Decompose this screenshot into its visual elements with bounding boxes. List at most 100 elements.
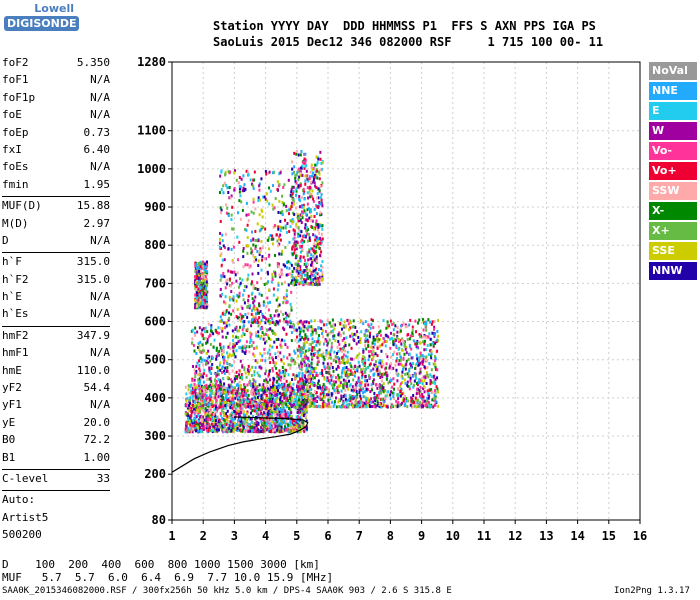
- echo-point: [267, 317, 270, 321]
- echo-point: [247, 219, 250, 223]
- echo-point: [260, 226, 263, 230]
- echo-point: [421, 335, 424, 339]
- param-name: yF2: [2, 381, 22, 395]
- echo-point: [358, 352, 361, 356]
- echo-point: [219, 315, 222, 319]
- echo-point: [248, 265, 251, 269]
- echo-point: [434, 391, 437, 395]
- echo-point: [274, 429, 277, 433]
- echo-point: [198, 373, 201, 377]
- echo-point: [300, 410, 303, 414]
- echo-point: [344, 343, 347, 347]
- echo-point: [270, 388, 273, 392]
- echo-point: [186, 412, 189, 416]
- echo-point: [266, 380, 269, 384]
- echo-point: [337, 377, 340, 381]
- echo-point: [318, 340, 321, 344]
- echo-point: [389, 337, 392, 341]
- echo-point: [238, 240, 241, 244]
- echo-point: [402, 357, 405, 361]
- echo-point: [269, 300, 272, 304]
- echo-point: [191, 379, 194, 383]
- echo-point: [266, 384, 269, 388]
- echo-point: [221, 233, 224, 237]
- echo-point: [338, 398, 341, 402]
- echo-point: [424, 348, 427, 352]
- echo-point: [309, 170, 312, 174]
- echo-point: [269, 361, 272, 365]
- echo-point: [266, 301, 269, 305]
- echo-point: [353, 332, 356, 336]
- param-row: foF1 N/A: [2, 73, 110, 90]
- echo-point: [282, 263, 285, 267]
- echo-point: [253, 308, 256, 312]
- echo-point: [344, 354, 347, 358]
- echo-point: [247, 273, 250, 277]
- echo-point: [371, 405, 374, 409]
- echo-point: [426, 396, 429, 400]
- echo-point: [195, 351, 198, 355]
- echo-point: [272, 170, 275, 174]
- echo-point: [367, 329, 370, 333]
- echo-point: [339, 334, 342, 338]
- echo-point: [249, 406, 252, 410]
- echo-point: [315, 373, 318, 377]
- echo-point: [279, 229, 282, 233]
- echo-point: [364, 384, 367, 388]
- echo-point: [186, 429, 189, 433]
- echo-point: [226, 366, 229, 370]
- x-tick-label: 9: [418, 529, 425, 543]
- echo-point: [205, 414, 208, 418]
- param-name: C-level: [2, 471, 49, 485]
- echo-point: [325, 379, 328, 383]
- echo-point: [431, 331, 434, 335]
- echo-point: [258, 365, 261, 369]
- echo-point: [278, 199, 281, 203]
- echo-point: [222, 414, 225, 418]
- echo-point: [348, 402, 351, 406]
- echo-point: [287, 320, 290, 324]
- echo-point: [280, 415, 283, 419]
- echo-point: [321, 161, 324, 165]
- echo-point: [250, 324, 253, 328]
- echo-point: [245, 340, 248, 344]
- echo-point: [321, 388, 324, 392]
- echo-point: [372, 338, 375, 342]
- echo-point: [238, 387, 241, 391]
- echo-point: [268, 372, 271, 376]
- echo-point: [292, 358, 295, 362]
- echo-point: [280, 419, 283, 423]
- echo-point: [201, 408, 204, 412]
- echo-point: [294, 401, 297, 405]
- echo-point: [416, 398, 419, 402]
- echo-point: [421, 340, 424, 344]
- echo-point: [424, 404, 427, 408]
- echo-point: [208, 366, 211, 370]
- echo-point: [200, 424, 203, 428]
- echo-point: [263, 421, 266, 425]
- echo-point: [219, 174, 222, 178]
- echo-point: [427, 335, 430, 339]
- echo-point: [307, 232, 310, 236]
- y-tick-label: 1000: [137, 162, 166, 176]
- echo-point: [381, 375, 384, 379]
- echo-point: [278, 319, 281, 323]
- echo-point: [241, 428, 244, 432]
- echo-point: [402, 339, 405, 343]
- echo-point: [200, 400, 203, 404]
- echo-point: [316, 395, 319, 399]
- echo-point: [246, 327, 249, 331]
- echo-point: [209, 414, 212, 418]
- echo-point: [244, 416, 247, 420]
- echo-point: [409, 345, 412, 349]
- echo-point: [317, 326, 320, 330]
- echo-point: [335, 360, 338, 364]
- echo-point: [293, 212, 296, 216]
- echo-point: [431, 390, 434, 394]
- echo-point: [267, 387, 270, 391]
- echo-point: [333, 383, 336, 387]
- echo-point: [299, 380, 302, 384]
- echo-point: [341, 371, 344, 375]
- echo-point: [188, 419, 191, 423]
- echo-point: [326, 350, 329, 354]
